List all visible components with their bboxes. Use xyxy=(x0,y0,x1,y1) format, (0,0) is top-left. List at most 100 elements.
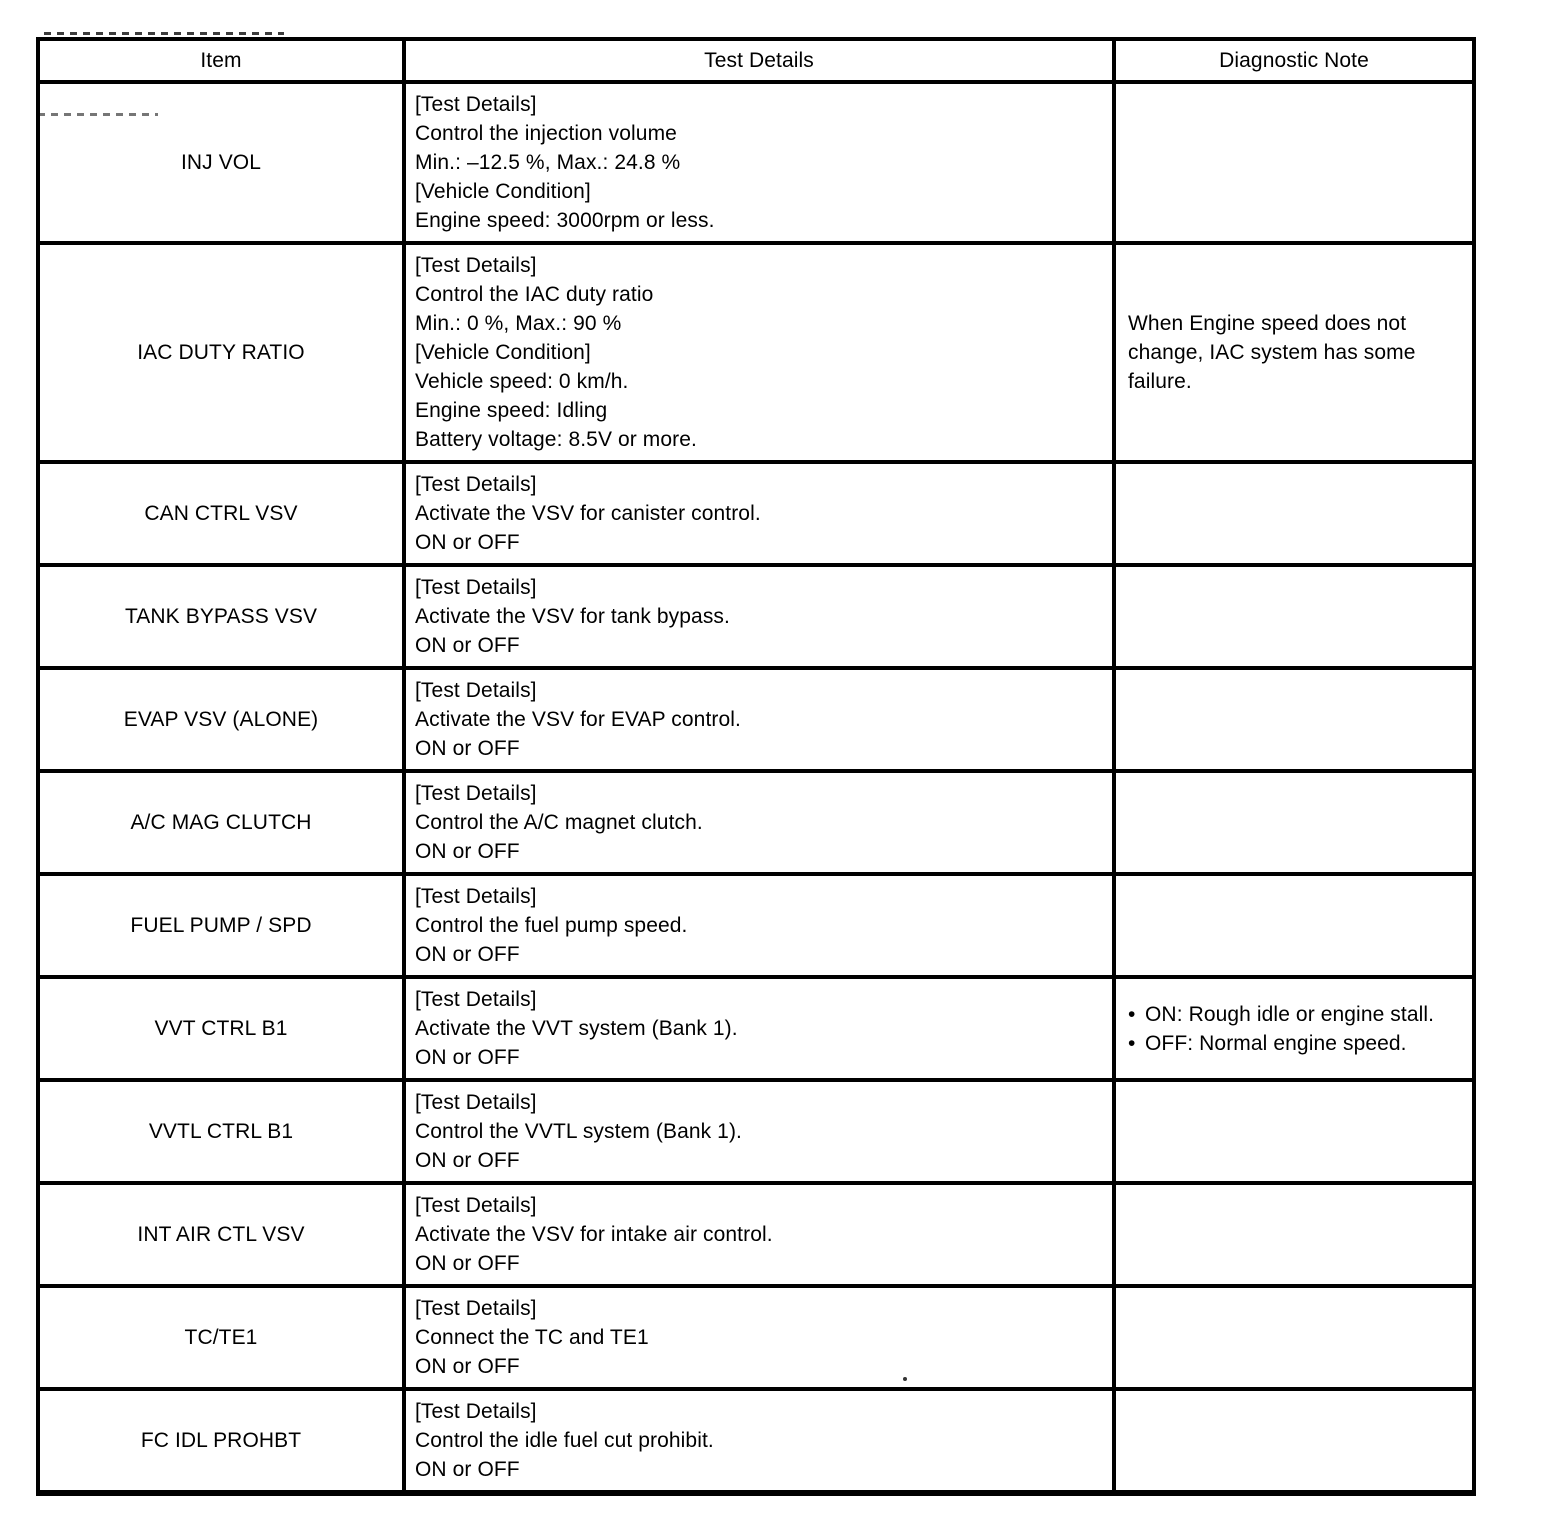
item-label: VVTL CTRL B1 xyxy=(148,1120,294,1143)
detail-line: [Test Details] xyxy=(415,1297,537,1320)
detail-line: ON or OFF xyxy=(415,1252,520,1275)
item-cell: IAC DUTY RATIO xyxy=(36,241,406,464)
item-label: TANK BYPASS VSV xyxy=(124,605,318,628)
detail-line: Activate the VSV for EVAP control. xyxy=(415,708,741,731)
diagnostic-note-cell xyxy=(1112,1387,1476,1495)
table-row: INT AIR CTL VSV [Test Details] Activate th… xyxy=(36,1181,1476,1288)
item-label: INT AIR CTL VSV xyxy=(137,1223,305,1246)
detail-line: ON or OFF xyxy=(415,943,520,966)
test-details-cell: [Test Details] Control the fuel pump spee… xyxy=(402,872,1116,979)
detail-line: Control the IAC duty ratio xyxy=(415,283,654,306)
item-label: FUEL PUMP / SPD xyxy=(130,914,312,937)
table-row: TC/TE1 [Test Details] Connect the TC and T… xyxy=(36,1284,1476,1391)
item-label: VVT CTRL B1 xyxy=(154,1017,288,1040)
detail-line: [Test Details] xyxy=(415,988,537,1011)
table-row: CAN CTRL VSV [Test Details] Activate the V… xyxy=(36,460,1476,567)
item-cell: FUEL PUMP / SPD xyxy=(36,872,406,979)
item-cell: INJ VOL xyxy=(36,80,406,245)
detail-line: Activate the VSV for canister control. xyxy=(415,502,761,525)
diagnostic-note-cell xyxy=(1112,460,1476,567)
detail-line: Vehicle speed: 0 km/h. xyxy=(415,370,629,393)
diagnostic-note-cell xyxy=(1112,769,1476,876)
diagnostic-note-cell xyxy=(1112,80,1476,245)
table-row: VVT CTRL B1 [Test Details] Activate the VV… xyxy=(36,975,1476,1082)
column-header-test-details: Test Details xyxy=(402,37,1116,84)
detail-line: Engine speed: 3000rpm or less. xyxy=(415,209,715,232)
diagnostic-note-bullet-item: OFF: Normal engine speed. xyxy=(1128,1029,1460,1058)
diagnostic-note-cell xyxy=(1112,1078,1476,1185)
detail-line: Control the VVTL system (Bank 1). xyxy=(415,1120,742,1143)
test-details-cell: [Test Details] Control the A/C magnet clu… xyxy=(402,769,1116,876)
detail-line: [Test Details] xyxy=(415,473,537,496)
detail-line: [Test Details] xyxy=(415,93,537,116)
detail-line: [Vehicle Condition] xyxy=(415,180,591,203)
active-test-table: Item Test Details Diagnostic Note INJ VO… xyxy=(36,37,1476,1496)
diagnostic-note-bullet-item: ON: Rough idle or engine stall. xyxy=(1128,1000,1460,1029)
detail-line: Min.: –12.5 %, Max.: 24.8 % xyxy=(415,151,681,174)
header-row: Item Test Details Diagnostic Note xyxy=(36,37,1476,84)
table-row: FC IDL PROHBT [Test Details] Control the i… xyxy=(36,1387,1476,1495)
scan-artifact xyxy=(44,32,284,35)
table-header: Item Test Details Diagnostic Note xyxy=(36,37,1476,84)
item-cell: VVTL CTRL B1 xyxy=(36,1078,406,1185)
item-label: A/C MAG CLUTCH xyxy=(130,811,312,834)
detail-line: Battery voltage: 8.5V or more. xyxy=(415,428,697,451)
item-label: IAC DUTY RATIO xyxy=(137,341,305,364)
diagnostic-note-cell: ON: Rough idle or engine stall.OFF: Norm… xyxy=(1112,975,1476,1082)
test-details-cell: [Test Details] Control the idle fuel cut … xyxy=(402,1387,1116,1495)
detail-line: Activate the VSV for intake air control. xyxy=(415,1223,773,1246)
detail-line: [Test Details] xyxy=(415,782,537,805)
table-body: INJ VOL [Test Details] Control the injecti… xyxy=(36,80,1476,1495)
item-label: FC IDL PROHBT xyxy=(140,1429,302,1452)
test-details-cell: [Test Details] Control the VVTL system (B… xyxy=(402,1078,1116,1185)
column-header-item: Item xyxy=(36,37,406,84)
detail-line: ON or OFF xyxy=(415,634,520,657)
test-details-cell: [Test Details] Activate the VSV for EVAP … xyxy=(402,666,1116,773)
detail-line: ON or OFF xyxy=(415,1149,520,1172)
item-cell: TC/TE1 xyxy=(36,1284,406,1391)
detail-line: ON or OFF xyxy=(415,737,520,760)
diagnostic-note-cell xyxy=(1112,1284,1476,1391)
detail-line: [Test Details] xyxy=(415,1091,537,1114)
detail-line: Engine speed: Idling xyxy=(415,399,608,422)
detail-line: [Test Details] xyxy=(415,679,537,702)
item-cell: EVAP VSV (ALONE) xyxy=(36,666,406,773)
detail-line: [Test Details] xyxy=(415,254,537,277)
test-details-cell: [Test Details] Control the IAC duty ratio… xyxy=(402,241,1116,464)
detail-line: ON or OFF xyxy=(415,1458,520,1481)
detail-line: Control the injection volume xyxy=(415,122,677,145)
detail-line: ON or OFF xyxy=(415,1355,520,1378)
item-cell: VVT CTRL B1 xyxy=(36,975,406,1082)
item-label: TC/TE1 xyxy=(184,1326,258,1349)
diagnostic-note-text: When Engine speed does not change, IAC s… xyxy=(1128,312,1416,393)
item-label: INJ VOL xyxy=(180,151,262,174)
item-label: EVAP VSV (ALONE) xyxy=(123,708,319,731)
test-details-cell: [Test Details] Connect the TC and TE1 ON o… xyxy=(402,1284,1116,1391)
test-details-cell: [Test Details] Activate the VSV for tank … xyxy=(402,563,1116,670)
diagnostic-note-cell xyxy=(1112,872,1476,979)
detail-line: Control the fuel pump speed. xyxy=(415,914,688,937)
detail-line: Connect the TC and TE1 xyxy=(415,1326,649,1349)
table-row: FUEL PUMP / SPD [Test Details] Control the… xyxy=(36,872,1476,979)
diagnostic-note-cell xyxy=(1112,666,1476,773)
detail-line: [Test Details] xyxy=(415,1400,537,1423)
table-row: IAC DUTY RATIO [Test Details] Control the … xyxy=(36,241,1476,464)
detail-line: ON or OFF xyxy=(415,1046,520,1069)
detail-line: Control the A/C magnet clutch. xyxy=(415,811,703,834)
test-details-cell: [Test Details] Control the injection volu… xyxy=(402,80,1116,245)
detail-line: Min.: 0 %, Max.: 90 % xyxy=(415,312,622,335)
detail-line: ON or OFF xyxy=(415,840,520,863)
item-cell: TANK BYPASS VSV xyxy=(36,563,406,670)
diagnostic-note-cell: When Engine speed does not change, IAC s… xyxy=(1112,241,1476,464)
detail-line: Control the idle fuel cut prohibit. xyxy=(415,1429,714,1452)
item-cell: CAN CTRL VSV xyxy=(36,460,406,567)
test-details-cell: [Test Details] Activate the VVT system (B… xyxy=(402,975,1116,1082)
column-header-diagnostic-note: Diagnostic Note xyxy=(1112,37,1476,84)
item-cell: FC IDL PROHBT xyxy=(36,1387,406,1495)
detail-line: [Test Details] xyxy=(415,1194,537,1217)
test-details-cell: [Test Details] Activate the VSV for canis… xyxy=(402,460,1116,567)
detail-line: Activate the VSV for tank bypass. xyxy=(415,605,730,628)
item-cell: A/C MAG CLUTCH xyxy=(36,769,406,876)
diagnostic-note-cell xyxy=(1112,563,1476,670)
table-row: INJ VOL [Test Details] Control the injecti… xyxy=(36,80,1476,245)
